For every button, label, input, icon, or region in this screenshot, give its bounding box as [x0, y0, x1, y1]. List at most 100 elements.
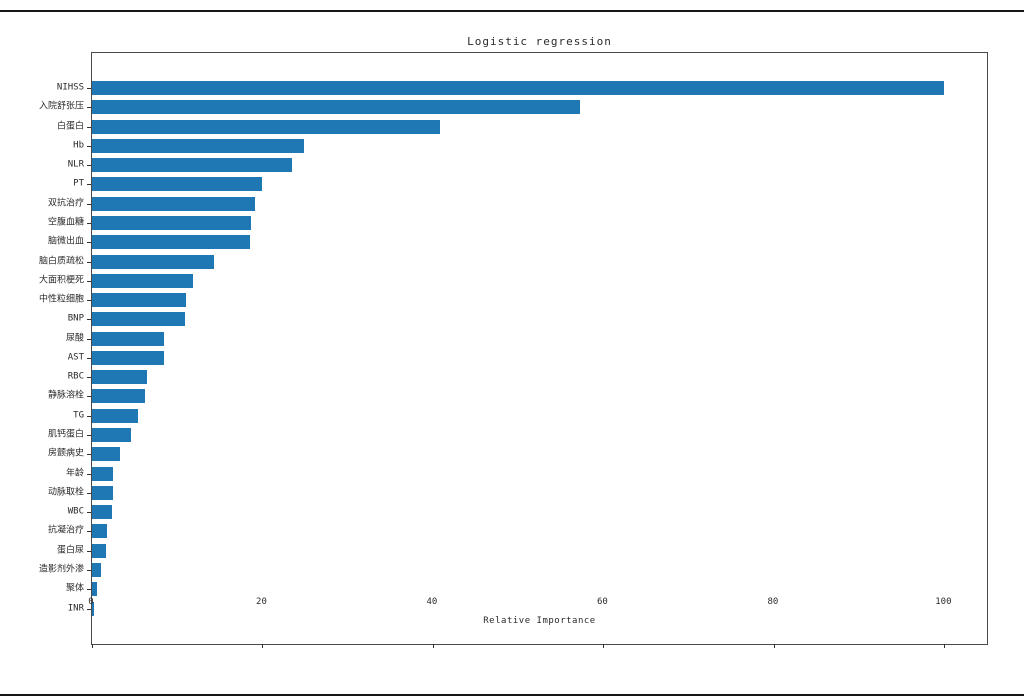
y-tick-label: NIHSS [56, 82, 84, 93]
y-tick [87, 415, 91, 417]
y-tick [87, 357, 91, 359]
y-tick [87, 222, 91, 224]
x-tick-label: 0 [88, 597, 94, 607]
bar-INR [92, 601, 94, 616]
y-tick-label: 静脉溶栓 [47, 390, 84, 401]
y-tick-label: 尿酸 [65, 333, 84, 344]
x-axis-label: Relative Importance [483, 616, 596, 626]
bar-空腹血糖 [92, 215, 251, 230]
bar-入院舒张压 [92, 100, 581, 115]
y-tick [87, 512, 91, 514]
y-tick-label: 年龄 [65, 468, 84, 479]
bar-蛋白尿 [92, 543, 107, 558]
y-tick-label: 肌钙蛋白 [47, 429, 84, 440]
y-tick [87, 300, 91, 302]
y-tick-label: 动脉取栓 [47, 487, 84, 498]
y-tick [87, 396, 91, 398]
y-tick-label: 脑白质疏松 [38, 256, 84, 266]
bar-脑白质疏松 [92, 254, 214, 269]
bar-PT [92, 177, 263, 192]
bar-脑微出血 [92, 235, 250, 250]
y-tick-label: 抗凝治疗 [47, 525, 84, 536]
x-tick [92, 644, 93, 648]
y-tick-label: 房颤病史 [47, 448, 84, 459]
bar-肌钙蛋白 [92, 428, 132, 442]
x-tick-label: 40 [426, 597, 438, 607]
bar-Hb [92, 138, 305, 153]
y-tick-label: 中性粒细胞 [38, 294, 84, 305]
y-tick [87, 184, 91, 186]
x-tick-label: 80 [767, 597, 779, 607]
bar-房颤病史 [92, 447, 121, 462]
y-tick-label: Hb [73, 140, 84, 151]
y-tick [87, 126, 91, 128]
bar-TG [92, 408, 139, 423]
y-tick [87, 454, 91, 456]
y-tick-label: 脑微出血 [47, 236, 84, 247]
y-tick [87, 435, 91, 436]
bar-动脉取栓 [92, 485, 114, 500]
bar-年龄 [92, 466, 114, 481]
x-tick [944, 644, 946, 648]
y-tick [87, 261, 91, 263]
y-tick-label: 空腹血糖 [47, 217, 84, 228]
bar-聚体 [92, 582, 98, 597]
y-tick-label: INR [67, 603, 84, 613]
bar-尿酸 [92, 331, 165, 346]
y-tick [87, 589, 91, 591]
y-tick-label: PT [73, 178, 84, 189]
y-tick-label: 白蛋白 [56, 121, 84, 132]
bar-WBC [92, 505, 113, 520]
y-tick-label: RBC [67, 371, 84, 382]
y-tick-label: AST [67, 352, 84, 363]
y-tick [87, 107, 91, 109]
bar-白蛋白 [92, 119, 440, 134]
bar-AST [92, 350, 164, 365]
bar-大面积梗死 [92, 273, 193, 288]
y-tick-label: 双抗治疗 [47, 198, 84, 209]
y-tick-label: 入院舒张压 [38, 101, 84, 112]
y-tick [87, 569, 91, 571]
y-tick [87, 165, 91, 167]
bar-造影剂外渗 [92, 562, 102, 577]
bar-抗凝治疗 [92, 524, 108, 539]
y-tick [87, 338, 91, 340]
y-tick-label: TG [73, 410, 84, 421]
x-tick [603, 644, 605, 648]
y-tick [87, 473, 91, 475]
x-tick-label: 100 [935, 597, 952, 607]
y-tick [87, 531, 91, 533]
bar-NIHSS [92, 81, 945, 95]
y-tick [87, 492, 91, 494]
bottom-divider-line [0, 694, 1024, 696]
y-tick [87, 319, 91, 321]
bar-NLR [92, 158, 293, 173]
y-tick-label: 大面积梗死 [38, 275, 84, 286]
x-tick-label: 20 [256, 597, 267, 607]
bar-中性粒细胞 [92, 293, 186, 308]
bar-RBC [92, 370, 147, 385]
plot-area: NIHSS 入院舒张压白蛋白 Hb NLR PT 双抗治疗空腹血糖脑微出血脑白质疏松大面积… [39, 52, 988, 648]
y-tick-label: 造影剂外渗 [38, 564, 84, 575]
y-tick-label: BNP [67, 313, 84, 324]
chart-title: Logistic regression [467, 35, 612, 48]
y-tick [87, 377, 91, 379]
bar-静脉溶栓 [92, 389, 145, 404]
bar-双抗治疗 [92, 196, 255, 211]
y-tick-label: 聚体 [65, 583, 84, 594]
top-divider-line [0, 10, 1024, 12]
y-tick [87, 608, 91, 610]
y-tick [87, 242, 91, 244]
y-tick [87, 88, 91, 89]
y-tick [87, 280, 91, 282]
x-tick [773, 644, 775, 648]
x-tick [432, 644, 434, 648]
y-tick-label: NLR [67, 159, 84, 170]
bar-BNP [92, 312, 185, 327]
y-tick-label: WBC [67, 506, 84, 517]
y-tick [87, 203, 91, 205]
y-tick-label: 蛋白尿 [56, 545, 84, 556]
x-tick-label: 60 [597, 597, 608, 607]
x-tick [262, 644, 264, 648]
